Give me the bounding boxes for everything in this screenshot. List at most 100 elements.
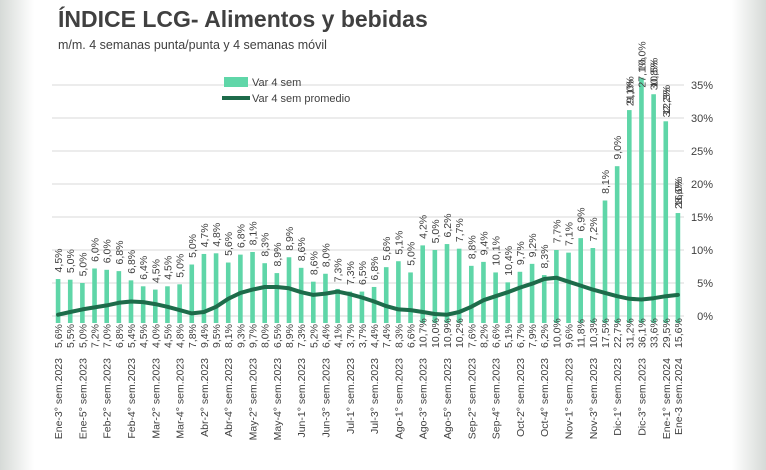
- bar-value-label: 4,1%: [333, 324, 345, 348]
- bar-value-label: 17,5%: [600, 318, 612, 348]
- bar-value-label: 11,8%: [576, 319, 588, 348]
- bar-value-label: 5,6%: [53, 324, 65, 348]
- bar: [262, 263, 267, 323]
- bar: [323, 273, 328, 323]
- bar-value-label: 36,1%: [637, 318, 649, 348]
- bar-value-label: 9,3%: [235, 324, 247, 348]
- bar-value-label: 7,9%: [527, 324, 539, 348]
- upper-value-label: 5,0%: [77, 252, 89, 276]
- upper-value-label: 4,8%: [211, 223, 223, 247]
- x-tick-label: May-2° sem.2023: [248, 358, 260, 441]
- bar-value-label: 4,5%: [138, 324, 150, 348]
- bar-value-label: 7,0%: [102, 324, 114, 348]
- upper-value-label: 16,0%: [673, 177, 685, 207]
- y-tick-label: 25%: [691, 146, 713, 158]
- upper-value-label: 8,3%: [260, 233, 272, 257]
- x-tick-label: Nov-3° sem.2023: [588, 358, 600, 439]
- bar-value-label: 6,8%: [114, 324, 126, 348]
- upper-value-label: 4,5%: [163, 256, 175, 280]
- upper-value-label: 10,5%: [649, 58, 661, 88]
- bar: [274, 273, 280, 323]
- x-tick-label: Jun-3° sem.2023: [321, 358, 333, 438]
- bar-value-label: 10,9%: [442, 318, 454, 348]
- bar-value-label: 5,2%: [308, 324, 320, 348]
- x-tick-label: Sep-2° sem.2023: [466, 358, 478, 439]
- bar: [67, 279, 73, 323]
- upper-value-label: 4,7%: [199, 223, 211, 247]
- bar-value-label: 9,6%: [564, 324, 576, 348]
- peak-value-label: 21,0%: [624, 76, 636, 106]
- left-background-edge: [0, 0, 34, 470]
- bar-value-label: 6,5%: [272, 324, 284, 348]
- bar: [177, 284, 182, 323]
- upper-value-label: 5,0%: [175, 254, 187, 278]
- y-tick-label: 10%: [691, 245, 713, 257]
- bar: [335, 288, 340, 323]
- bar-value-label: 8,0%: [260, 324, 272, 348]
- upper-value-label: 4,5%: [150, 259, 162, 283]
- x-tick-label: Dic-3° sem.2023: [637, 358, 649, 436]
- bar-value-label: 9,5%: [211, 324, 223, 348]
- bar: [371, 286, 377, 323]
- bar: [347, 291, 353, 323]
- bar-value-label: 3,7%: [357, 324, 369, 348]
- bar-value-label: 6,6%: [406, 324, 418, 348]
- bar: [116, 271, 122, 323]
- bar-value-label: 5,1%: [503, 324, 515, 348]
- bar-value-label: 7,2%: [90, 324, 102, 348]
- bar: [554, 250, 559, 323]
- y-tick-label: 0%: [697, 311, 713, 323]
- bar: [104, 269, 109, 323]
- upper-value-label: 8,1%: [600, 170, 612, 194]
- bar: [432, 250, 438, 323]
- bar-value-label: 29,5%: [661, 318, 673, 348]
- x-tick-label: Mar-4° sem.2023: [175, 358, 187, 439]
- bar-value-label: 6,7%: [515, 324, 527, 348]
- y-tick-label: 30%: [691, 113, 713, 125]
- bar-value-label: 6,6%: [491, 324, 503, 348]
- upper-value-label: 6,9%: [576, 208, 588, 232]
- x-tick-label: Ago-1° sem.2023: [393, 358, 405, 439]
- bar: [213, 253, 219, 323]
- bar: [663, 121, 669, 323]
- bar: [92, 268, 97, 323]
- upper-value-label: 7,7%: [551, 219, 563, 243]
- x-tick-label: Ago-3° sem.2023: [418, 358, 430, 439]
- bar-value-label: 7,8%: [187, 324, 199, 348]
- bar: [55, 279, 61, 323]
- bar-value-label: 4,4%: [369, 324, 381, 348]
- average-line: [56, 275, 680, 317]
- bar: [420, 245, 425, 323]
- upper-value-label: 5,6%: [381, 237, 393, 261]
- bar: [456, 248, 462, 323]
- data-labels: 5,6% 5,5% 5,0% 7,2% 7,0% 6,8% 5,4% 4,5% 4,0% 4,5%…: [53, 41, 685, 348]
- upper-value-label: 9,0%: [612, 136, 624, 160]
- bar: [250, 251, 255, 323]
- bar-series: [55, 77, 681, 324]
- bar-value-label: 4,8%: [175, 324, 187, 348]
- upper-value-label: 7,2%: [588, 217, 600, 241]
- upper-value-label: 9,1%: [624, 80, 636, 104]
- x-tick-label: Feb-4° sem.2023: [126, 358, 138, 439]
- bar-value-label: 4,5%: [163, 324, 175, 348]
- upper-value-label: 4,5%: [53, 248, 65, 272]
- x-tick-label: Ene-3° sem.2023: [53, 358, 65, 439]
- upper-value-label: 8,0%: [320, 243, 332, 267]
- bar-value-label: 8,2%: [479, 324, 491, 348]
- upper-value-label: 8,9%: [284, 227, 296, 251]
- bar: [517, 271, 523, 323]
- bar-value-label: 10,3%: [588, 318, 600, 348]
- upper-value-label: 6,8%: [114, 241, 126, 265]
- upper-value-label: 6,8%: [126, 250, 138, 274]
- upper-value-label: 7,1%: [564, 222, 576, 246]
- legend: Var 4 sem Var 4 sem promedio: [222, 77, 350, 105]
- x-tick-label: Abr-4° sem.2023: [223, 358, 235, 437]
- x-tick-label: Nov-1° sem.2023: [564, 358, 576, 439]
- bar-value-label: 5,0%: [77, 324, 89, 348]
- bar-value-label: 15,6%: [673, 318, 685, 348]
- right-background-edge: [732, 0, 766, 470]
- bar: [189, 264, 195, 323]
- y-tick-label: 5%: [697, 278, 713, 290]
- bar: [651, 94, 656, 324]
- upper-value-label: 5,6%: [223, 232, 235, 256]
